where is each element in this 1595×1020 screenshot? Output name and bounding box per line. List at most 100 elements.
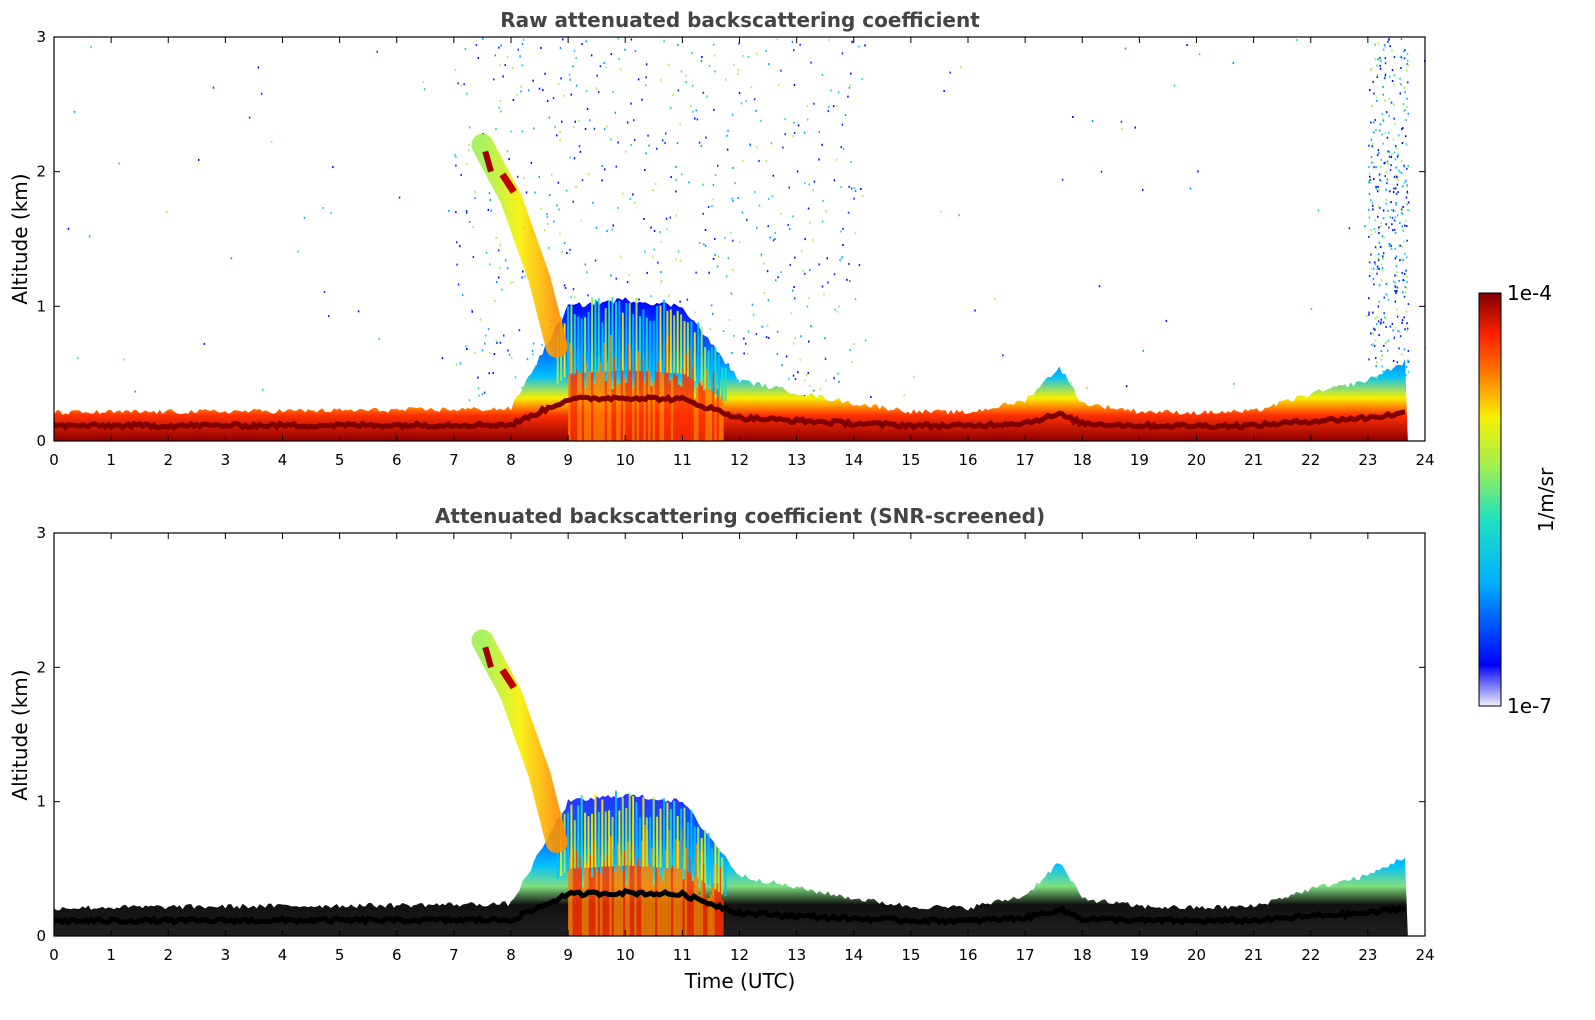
noise-pixel	[570, 93, 572, 96]
core-column	[698, 382, 701, 441]
noise-pixel	[1402, 229, 1405, 232]
noise-pixel	[850, 187, 853, 190]
core-column	[714, 400, 717, 441]
noise-pixel	[1368, 275, 1371, 277]
noise-pixel	[1380, 318, 1383, 321]
noise-pixel	[848, 262, 850, 265]
x-tick-label: 6	[392, 451, 402, 469]
noise-pixel	[641, 98, 643, 101]
noise-pixel	[837, 372, 839, 375]
noise-pixel	[541, 344, 543, 346]
noise-pixel	[1388, 243, 1390, 245]
noise-pixel	[506, 56, 509, 58]
noise-pixel	[584, 263, 587, 266]
noise-pixel	[1378, 267, 1380, 270]
noise-pixel	[800, 335, 802, 338]
noise-pixel	[455, 211, 457, 214]
noise-pixel	[732, 166, 734, 169]
noise-pixel	[1403, 316, 1405, 319]
noise-pixel	[760, 119, 762, 122]
noise-pixel	[797, 371, 799, 374]
noise-pixel	[712, 183, 715, 186]
noise-pixel	[538, 87, 541, 90]
noise-pixel	[712, 43, 715, 46]
noise-pixel	[1370, 199, 1372, 202]
x-tick-label: 23	[1358, 946, 1377, 964]
core-column	[588, 854, 592, 936]
upper-column	[621, 312, 624, 371]
core-column	[709, 389, 713, 441]
noise-pixel	[73, 110, 76, 113]
noise-pixel	[584, 127, 587, 130]
core-column	[668, 380, 672, 441]
noise-pixel	[1396, 175, 1398, 178]
noise-pixel	[768, 63, 770, 66]
noise-pixel	[732, 200, 734, 203]
noise-pixel	[573, 126, 575, 129]
upper-column	[625, 808, 628, 866]
noise-pixel	[1368, 313, 1370, 316]
core-column	[609, 835, 612, 936]
noise-pixel	[1384, 161, 1386, 164]
noise-pixel	[1395, 203, 1397, 206]
noise-pixel	[506, 267, 509, 270]
x-tick-label: 12	[730, 451, 749, 469]
noise-pixel	[520, 90, 522, 93]
noise-pixel	[645, 152, 647, 155]
noise-pixel	[1406, 322, 1408, 325]
noise-pixel	[1394, 281, 1396, 284]
noise-pixel	[1368, 166, 1370, 168]
upper-column	[573, 820, 576, 869]
noise-pixel	[679, 300, 681, 303]
upper-column	[570, 804, 573, 869]
noise-pixel	[1390, 164, 1392, 167]
core-column	[629, 859, 633, 936]
noise-pixel	[456, 263, 458, 266]
noise-pixel	[468, 149, 470, 152]
noise-pixel	[1382, 93, 1385, 96]
noise-pixel	[1401, 212, 1403, 215]
noise-pixel	[496, 281, 498, 283]
noise-pixel	[1388, 38, 1390, 41]
noise-pixel	[1401, 353, 1403, 356]
noise-pixel	[806, 105, 808, 108]
noise-pixel	[826, 257, 828, 260]
noise-pixel	[738, 92, 741, 95]
noise-pixel	[755, 146, 758, 149]
noise-pixel	[1380, 358, 1382, 361]
upper-column	[704, 347, 707, 388]
noise-pixel	[770, 142, 773, 145]
noise-pixel	[1395, 255, 1398, 258]
noise-pixel	[460, 173, 462, 176]
noise-pixel	[691, 52, 693, 55]
noise-pixel	[633, 201, 636, 204]
noise-pixel	[1375, 99, 1378, 102]
noise-pixel	[685, 81, 687, 83]
x-tick-label: 16	[958, 946, 977, 964]
noise-pixel	[612, 224, 614, 227]
noise-pixel	[534, 191, 536, 194]
noise-pixel	[1370, 332, 1372, 335]
noise-pixel	[1401, 213, 1404, 215]
noise-pixel	[702, 91, 705, 94]
noise-pixel	[585, 40, 588, 43]
noise-pixel	[1407, 303, 1410, 305]
noise-pixel	[459, 245, 461, 248]
noise-pixel	[745, 100, 747, 103]
upper-column	[621, 797, 624, 866]
noise-pixel	[732, 63, 735, 66]
noise-pixel	[568, 73, 571, 76]
core-column	[652, 884, 656, 936]
noise-pixel	[585, 90, 588, 92]
noise-pixel	[1124, 47, 1127, 50]
noise-pixel	[1401, 207, 1404, 210]
upper-column	[659, 808, 662, 868]
noise-pixel	[581, 43, 583, 46]
noise-pixel	[1186, 44, 1188, 47]
noise-pixel	[586, 108, 589, 110]
noise-pixel	[737, 197, 739, 199]
noise-pixel	[516, 93, 518, 96]
noise-pixel	[1377, 256, 1380, 259]
noise-pixel	[1402, 110, 1405, 113]
noise-pixel	[1377, 42, 1380, 45]
